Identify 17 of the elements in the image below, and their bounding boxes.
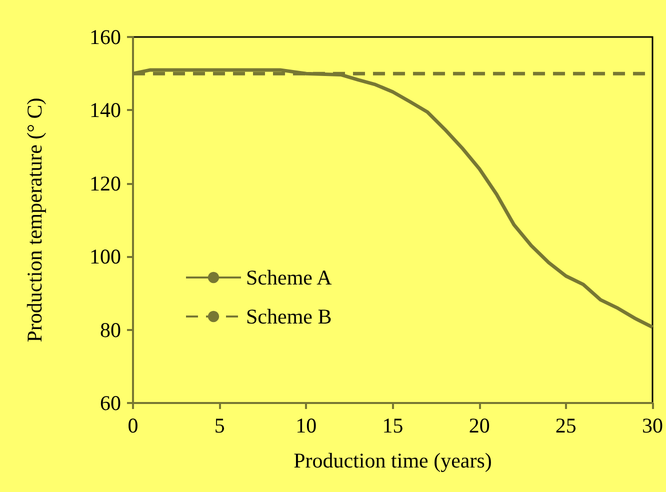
x-tick-label: 20 xyxy=(468,414,490,438)
x-tick-label: 0 xyxy=(128,414,138,438)
legend-label: Scheme B xyxy=(246,304,332,328)
x-tick-label: 15 xyxy=(382,414,404,438)
y-tick-label: 120 xyxy=(90,171,121,196)
y-tick-label: 60 xyxy=(100,391,121,415)
y-tick-label: 80 xyxy=(100,318,121,342)
x-tick-label: 30 xyxy=(642,414,663,438)
legend-label: Scheme A xyxy=(246,266,333,290)
x-tick-label: 5 xyxy=(214,414,225,438)
y-tick-label: 140 xyxy=(90,98,121,122)
x-tick-label: 10 xyxy=(296,414,317,438)
y-tick-label: 160 xyxy=(90,25,121,49)
y-tick-label: 100 xyxy=(90,244,121,269)
x-axis-title: Production time (years) xyxy=(294,448,492,472)
x-tick-label: 25 xyxy=(555,414,576,438)
y-axis-title: Production temperature (° C) xyxy=(22,98,46,342)
